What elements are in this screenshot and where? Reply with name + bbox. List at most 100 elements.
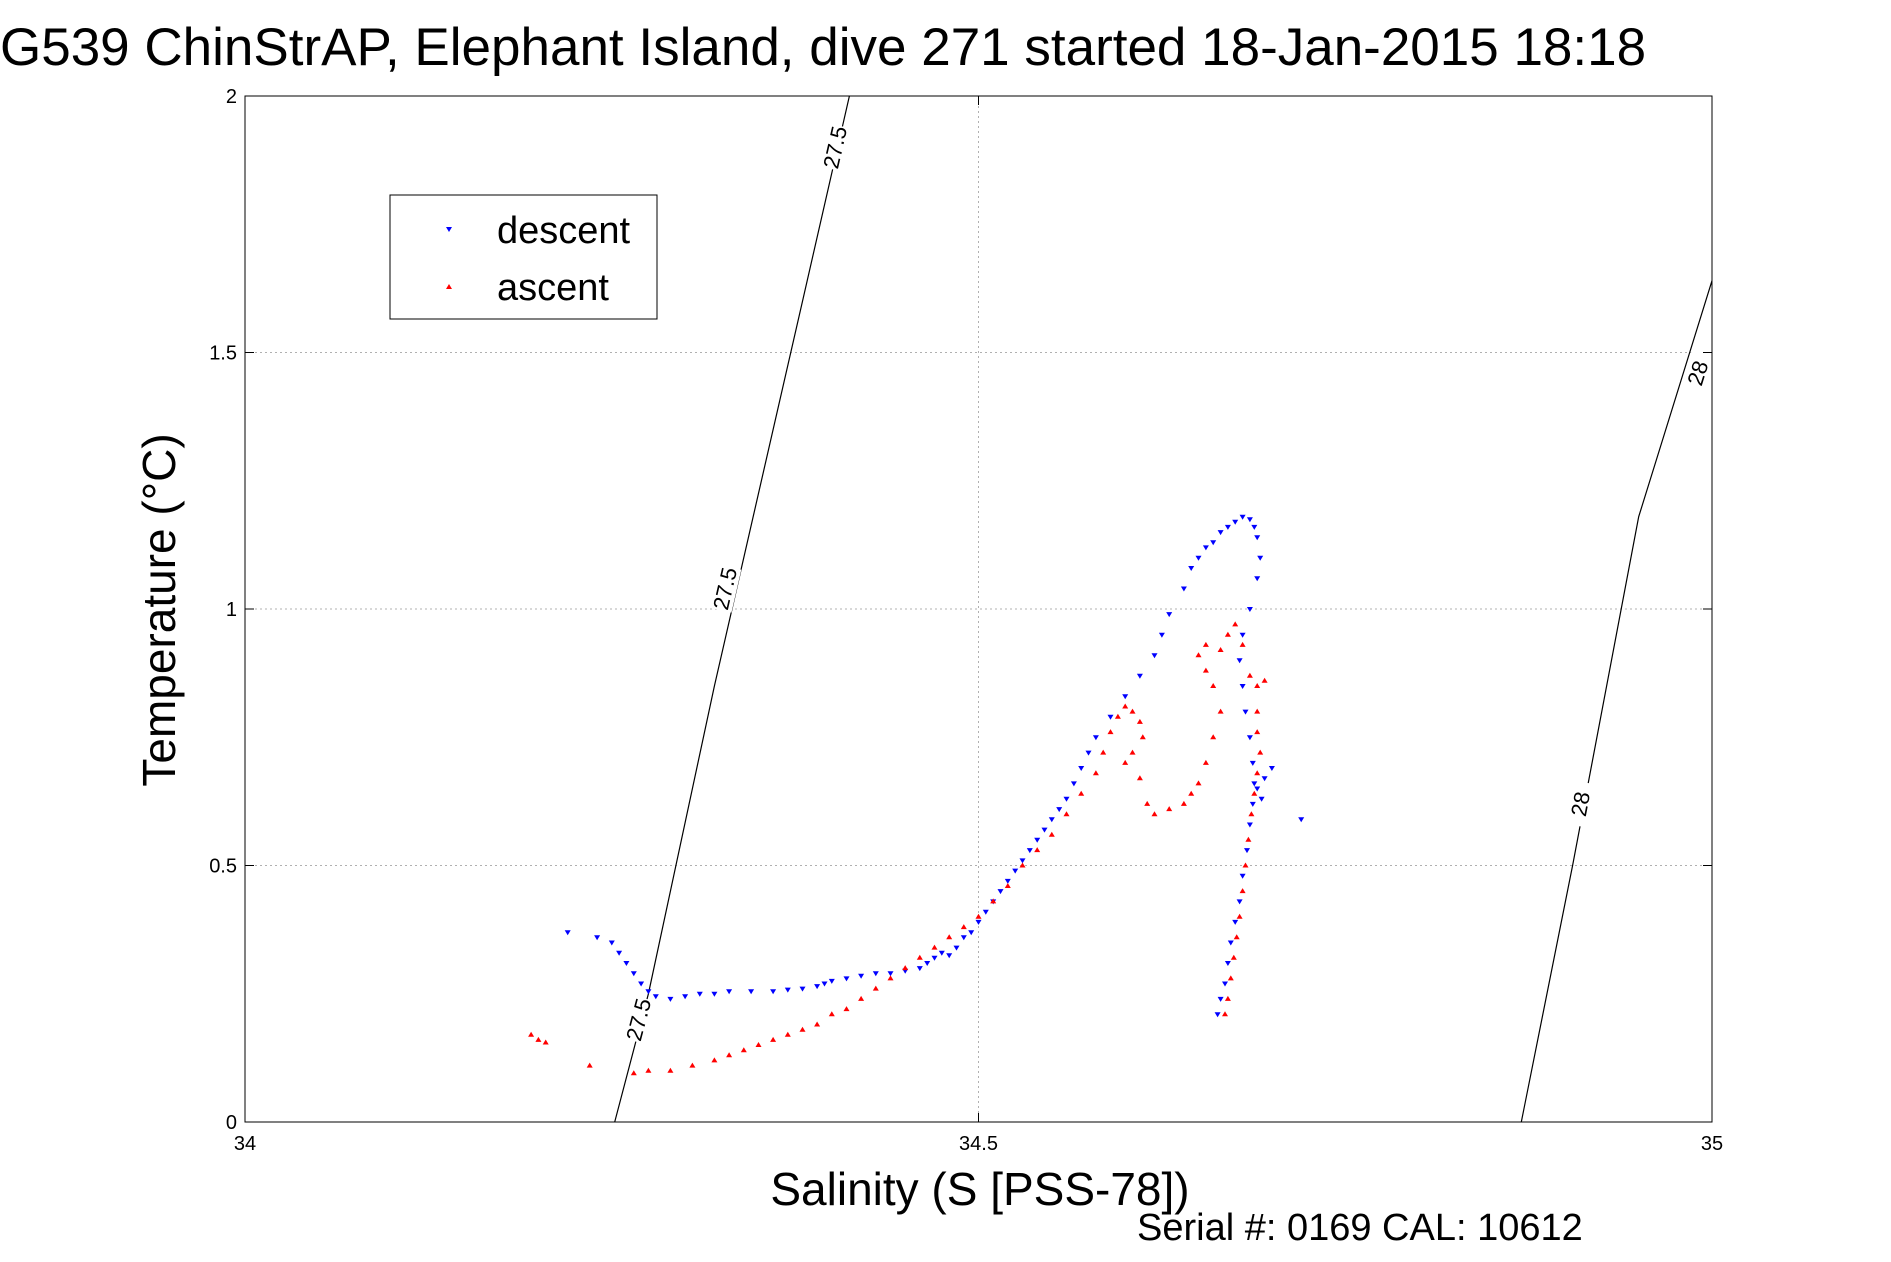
ascent-point: [1151, 811, 1158, 817]
descent-point: [1249, 801, 1256, 807]
ascent-point: [1254, 770, 1261, 776]
ascent-point: [1233, 934, 1240, 940]
ascent-point: [1224, 995, 1231, 1001]
descent-point: [594, 935, 601, 941]
ascent-point: [902, 965, 909, 971]
descent-point: [953, 945, 960, 951]
descent-point: [1034, 837, 1041, 843]
ascent-point: [770, 1036, 777, 1042]
ascent-point: [1078, 790, 1085, 796]
descent-point: [748, 989, 755, 995]
contour-label: 27.5: [621, 996, 656, 1044]
descent-point: [1268, 766, 1275, 771]
ascent-point: [1210, 734, 1217, 740]
descent-point: [1195, 555, 1202, 561]
y-tick-label: 0.5: [209, 856, 237, 878]
data-points: [528, 514, 1305, 1076]
ascent-point: [1210, 683, 1217, 688]
ascent-point: [1107, 729, 1114, 735]
legend-descent-label: descent: [497, 210, 631, 252]
ascent-point: [1114, 713, 1121, 719]
legend: descent ascent: [389, 194, 658, 320]
descent-point: [1246, 735, 1253, 741]
ascent-point: [1122, 703, 1129, 709]
ascent-point: [1136, 775, 1143, 781]
descent-point: [946, 953, 953, 959]
descent-point: [924, 961, 931, 966]
descent-point: [872, 971, 879, 977]
x-tick-label: 35: [1701, 1133, 1723, 1155]
descent-point: [770, 989, 777, 995]
descent-point: [1136, 673, 1143, 679]
descent-point: [1063, 796, 1070, 802]
ascent-point: [1202, 641, 1209, 647]
descent-point: [1224, 961, 1231, 966]
descent-point: [1217, 530, 1224, 536]
ascent-point: [1254, 708, 1261, 714]
descent-point: [1019, 858, 1026, 864]
ascent-point: [960, 924, 967, 930]
descent-point: [1004, 878, 1011, 884]
ascent-point: [1034, 847, 1041, 853]
ascent-point: [630, 1070, 637, 1076]
descent-point: [1151, 653, 1158, 659]
descent-point: [931, 955, 938, 961]
ascent-point: [1222, 1011, 1228, 1017]
ascent-point: [975, 913, 982, 919]
ascent-point: [542, 1039, 549, 1045]
ascent-point: [1202, 759, 1209, 765]
descent-point: [799, 986, 806, 992]
y-tick-label: 0: [226, 1112, 237, 1134]
serial-cal-footer: Serial #: 0169 CAL: 10612: [1137, 1207, 1583, 1249]
ascent-point: [1063, 811, 1070, 817]
descent-point: [682, 994, 689, 1000]
descent-point: [814, 984, 821, 990]
descent-point: [938, 950, 945, 956]
legend-descent-marker: [446, 227, 452, 232]
descent-point: [1246, 517, 1253, 523]
ascent-point: [528, 1031, 535, 1037]
descent-point: [887, 971, 894, 977]
descent-point: [652, 994, 659, 1000]
descent-point: [667, 996, 674, 1002]
descent-point: [726, 989, 733, 995]
descent-point: [1298, 817, 1305, 823]
ascent-point: [689, 1062, 696, 1068]
ascent-point: [1246, 672, 1253, 678]
descent-point: [1188, 566, 1195, 571]
ascent-point: [1092, 770, 1099, 776]
ascent-point: [1236, 913, 1243, 919]
ascent-point: [755, 1042, 762, 1047]
descent-point: [1048, 817, 1055, 823]
descent-point: [1232, 519, 1239, 525]
y-tick-label: 2: [226, 86, 237, 108]
ascent-point: [1227, 975, 1234, 981]
ascent-point: [1242, 862, 1249, 868]
descent-point: [1239, 632, 1246, 638]
descent-point: [696, 991, 703, 997]
ascent-point: [726, 1052, 733, 1058]
descent-point: [1078, 766, 1085, 771]
ascent-point: [1245, 836, 1252, 842]
ascent-point: [1224, 631, 1231, 637]
descent-point: [982, 909, 989, 915]
descent-point: [1236, 658, 1243, 664]
descent-point: [1085, 750, 1092, 756]
descent-point: [645, 989, 652, 995]
legend-ascent-label: ascent: [497, 267, 609, 309]
descent-point: [1166, 612, 1173, 618]
ascent-point: [645, 1067, 652, 1073]
ascent-point: [1122, 759, 1129, 765]
ascent-point: [799, 1026, 806, 1032]
descent-point: [1224, 524, 1231, 530]
x-axis-label: Salinity (S [PSS-78]): [770, 1163, 1189, 1215]
grid-layer: [245, 96, 1712, 1122]
ascent-point: [872, 985, 879, 991]
contour-label-background: [708, 564, 742, 613]
descent-point: [1041, 827, 1048, 833]
ascent-point: [1180, 800, 1187, 806]
descent-point: [1214, 1012, 1221, 1018]
descent-point: [1258, 796, 1265, 802]
density-contour-line: [1520, 280, 1713, 1123]
